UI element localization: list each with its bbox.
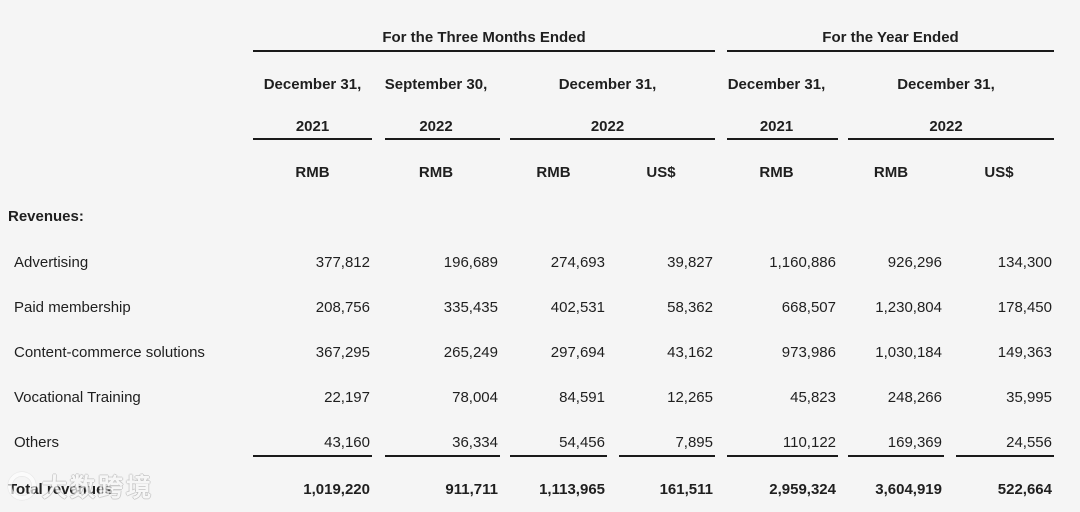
total-value: 3,604,919 (875, 480, 942, 498)
table-row: Others 43,160 36,334 54,456 7,895 110,12… (0, 428, 1054, 456)
total-value: 522,664 (997, 480, 1052, 498)
row-value: 134,300 (997, 253, 1052, 271)
year-header-row: 2021 2022 2022 2021 2022 (0, 112, 1054, 140)
row-value: 54,456 (559, 433, 605, 451)
currency-header-5: RMB (759, 163, 794, 181)
currency-header-3: RMB (536, 163, 571, 181)
row-value: 668,507 (781, 298, 836, 316)
row-value: 22,197 (324, 388, 370, 406)
row-value: 24,556 (1006, 433, 1052, 451)
year-header-5: 2022 (929, 117, 963, 135)
total-row: Total revenues 1,019,220 911,711 1,113,9… (0, 475, 1054, 503)
row-value: 149,363 (997, 343, 1052, 361)
row-value: 335,435 (443, 298, 498, 316)
row-value: 43,162 (667, 343, 713, 361)
row-value: 58,362 (667, 298, 713, 316)
row-value: 208,756 (315, 298, 370, 316)
row-value: 1,230,804 (875, 298, 942, 316)
row-label: Vocational Training (14, 388, 141, 406)
year-rule-4 (727, 138, 838, 140)
row-value: 12,265 (667, 388, 713, 406)
group-rule-year (727, 50, 1054, 52)
table-row: Content-commerce solutions 367,295 265,2… (0, 338, 1054, 366)
row-value: 110,122 (782, 433, 836, 451)
year-header-3: 2022 (590, 117, 625, 135)
row-value: 265,249 (443, 343, 498, 361)
row-value: 274,693 (550, 253, 605, 271)
row-label: Paid membership (14, 298, 131, 316)
group-rule-three-months (253, 50, 715, 52)
subtotal-rule-3 (510, 455, 607, 457)
row-value: 39,827 (667, 253, 713, 271)
total-value: 161,511 (659, 480, 713, 498)
currency-header-2: RMB (418, 163, 454, 181)
row-value: 7,895 (675, 433, 713, 451)
row-value: 178,450 (997, 298, 1052, 316)
subtotal-rule-5 (727, 455, 838, 457)
row-value: 78,004 (452, 388, 498, 406)
year-rule-5 (848, 138, 1054, 140)
currency-header-row: RMB RMB RMB US$ RMB RMB US$ (0, 158, 1054, 186)
date-header-dec-2022-y: December 31, (897, 75, 995, 93)
year-rule-1 (253, 138, 372, 140)
total-value: 911,711 (445, 480, 498, 498)
subtotal-rule-1 (253, 455, 372, 457)
section-row: Revenues: (0, 202, 1054, 230)
row-value: 248,266 (887, 388, 942, 406)
row-label: Advertising (14, 253, 89, 271)
currency-header-7: US$ (984, 163, 1014, 181)
date-header-dec-2021-y: December 31, (727, 75, 826, 93)
row-value: 36,334 (452, 433, 498, 451)
year-header-4: 2021 (759, 117, 794, 135)
subtotal-rule-6 (848, 455, 944, 457)
currency-header-4: US$ (646, 163, 676, 181)
row-value: 926,296 (887, 253, 942, 271)
year-rule-3 (510, 138, 715, 140)
year-header-2: 2022 (419, 117, 453, 135)
subtotal-rule-2 (385, 455, 500, 457)
total-label: Total revenues (8, 480, 113, 498)
row-value: 402,531 (550, 298, 605, 316)
row-value: 1,160,886 (769, 253, 836, 271)
subtotal-rule-4 (619, 455, 715, 457)
row-value: 973,986 (781, 343, 836, 361)
table-row: Paid membership 208,756 335,435 402,531 … (0, 293, 1054, 321)
row-value: 84,591 (559, 388, 605, 406)
section-label: Revenues: (8, 207, 84, 225)
date-header-row: December 31, September 30, December 31, … (0, 70, 1054, 98)
row-value: 377,812 (315, 253, 370, 271)
total-value: 1,113,965 (539, 480, 605, 498)
date-header-dec-2021-q: December 31, (263, 75, 362, 93)
date-header-sep-2022-q: September 30, (384, 75, 488, 93)
subtotal-rule-7 (956, 455, 1054, 457)
row-value: 35,995 (1006, 388, 1052, 406)
table-row: Advertising 377,812 196,689 274,693 39,8… (0, 248, 1054, 276)
row-label: Others (14, 433, 60, 451)
row-value: 297,694 (550, 343, 605, 361)
date-header-dec-2022-q: December 31, (558, 75, 657, 93)
group-header-three-months: For the Three Months Ended (382, 28, 586, 46)
total-value: 2,959,324 (769, 480, 836, 498)
group-header-row: For the Three Months Ended For the Year … (0, 23, 1054, 51)
row-value: 196,689 (443, 253, 498, 271)
row-value: 45,823 (790, 388, 836, 406)
row-value: 1,030,184 (875, 343, 942, 361)
row-value: 43,160 (324, 433, 370, 451)
row-value: 367,295 (315, 343, 370, 361)
group-header-year: For the Year Ended (822, 28, 959, 46)
table-row: Vocational Training 22,197 78,004 84,591… (0, 383, 1054, 411)
currency-header-6: RMB (873, 163, 909, 181)
year-header-1: 2021 (295, 117, 330, 135)
year-rule-2 (385, 138, 500, 140)
currency-header-1: RMB (295, 163, 330, 181)
total-value: 1,019,220 (303, 480, 370, 498)
row-label: Content-commerce solutions (14, 343, 205, 361)
row-value: 169,369 (887, 433, 942, 451)
